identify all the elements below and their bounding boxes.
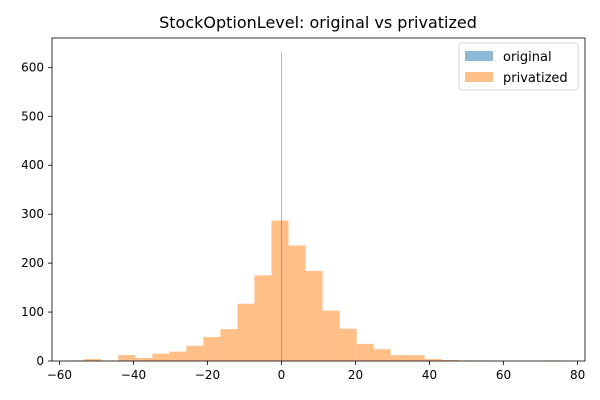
x-tick-label: −20	[195, 368, 220, 382]
legend-swatch-privatized	[465, 72, 493, 82]
privatized-bar-8	[203, 337, 221, 361]
privatized-bar-21	[424, 359, 442, 361]
y-tick-label: 0	[36, 354, 44, 368]
privatized-bar-20	[407, 355, 425, 361]
x-tick-label: 60	[496, 368, 511, 382]
legend-label-privatized: privatized	[503, 71, 568, 86]
privatized-bar-3	[118, 355, 136, 361]
legend-swatch-original	[465, 51, 493, 61]
axes: −60 −40 −20 0 20 40 60 80 0 100 200 300 400 500 600	[21, 37, 586, 382]
y-tick-label: 200	[21, 256, 44, 270]
original-bar-0	[281, 52, 283, 361]
privatized-bar-5	[152, 353, 170, 361]
privatized-bar-10	[237, 303, 255, 361]
privatized-bar-11	[254, 275, 272, 361]
privatized-bar-19	[390, 355, 408, 361]
series-privatized	[67, 220, 561, 361]
chart-title: StockOptionLevel: original vs privatized	[159, 13, 477, 32]
legend: original privatized	[458, 42, 579, 91]
x-tick-label: 20	[348, 368, 363, 382]
privatized-bar-9	[220, 329, 238, 361]
axes-frame	[51, 37, 586, 362]
x-tick-label: −40	[121, 368, 146, 382]
privatized-bar-1	[84, 359, 102, 361]
legend-label-original: original	[503, 50, 552, 65]
privatized-bar-13	[288, 245, 306, 361]
privatized-bar-22	[441, 360, 459, 361]
plot-area	[67, 52, 561, 361]
y-tick-label: 600	[21, 60, 44, 74]
privatized-bar-18	[373, 349, 391, 361]
privatized-bar-14	[305, 270, 323, 361]
x-tick-label: 40	[422, 368, 437, 382]
series-original	[281, 52, 283, 361]
privatized-bar-16	[339, 328, 357, 361]
y-tick-label: 500	[21, 109, 44, 123]
x-tick-label: −60	[47, 368, 72, 382]
y-tick-label: 100	[21, 305, 44, 319]
x-tick-label: 80	[570, 368, 585, 382]
privatized-bar-12	[271, 220, 289, 361]
privatized-bar-15	[322, 310, 340, 361]
privatized-bar-4	[135, 358, 153, 361]
x-tick-label: 0	[278, 368, 286, 382]
y-tick-label: 400	[21, 158, 44, 172]
privatized-bar-7	[186, 345, 204, 361]
privatized-bar-6	[169, 351, 187, 361]
privatized-bar-17	[356, 343, 374, 361]
y-tick-label: 300	[21, 207, 44, 221]
